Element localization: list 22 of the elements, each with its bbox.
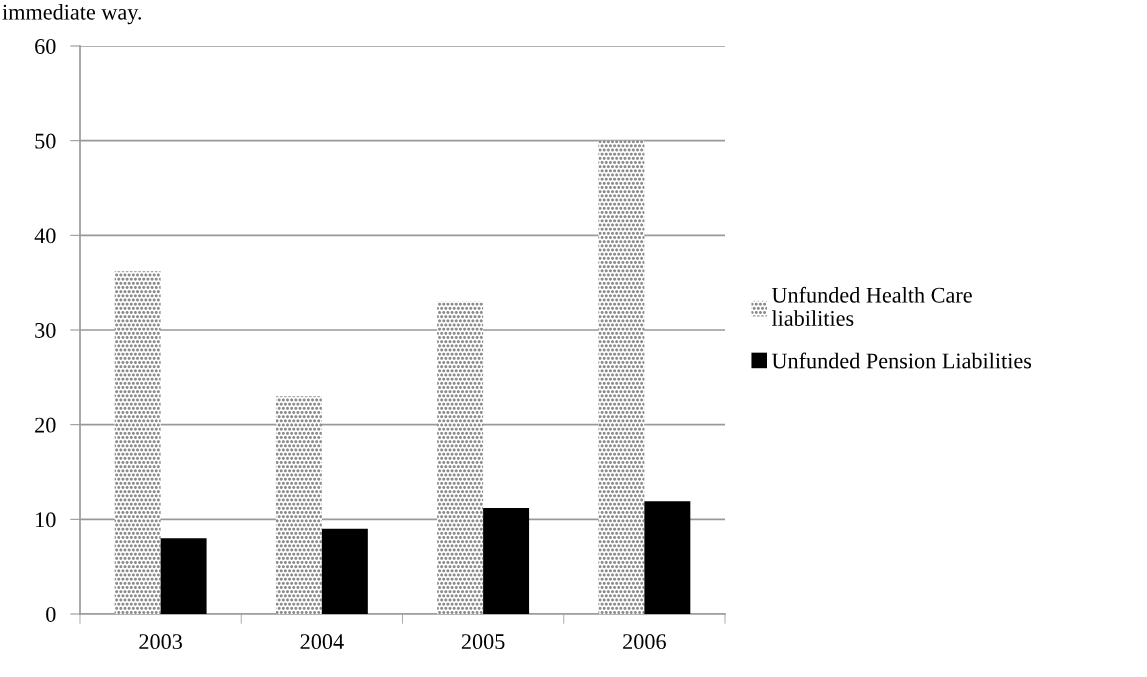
bar [437, 301, 484, 614]
y-tick-label: 40 [34, 228, 56, 244]
x-tick-label: 2003 [139, 634, 182, 650]
bar [644, 501, 691, 614]
bar [160, 538, 207, 614]
bar [275, 396, 322, 614]
bar [483, 507, 530, 614]
bar [321, 528, 368, 614]
y-tick-label: 10 [36, 512, 56, 528]
y-tick-label: 60 [35, 38, 56, 54]
x-tick-label: 2006 [623, 634, 666, 650]
text: immediate way. [2, 4, 142, 25]
bar [598, 140, 645, 614]
x-tick-label: 2004 [300, 634, 344, 650]
y-tick-label: 20 [35, 417, 56, 433]
y-tick-label: 0 [46, 606, 56, 622]
x-tick-label: 2005 [461, 634, 505, 650]
y-tick-label: 50 [35, 133, 56, 149]
bar [114, 271, 161, 614]
legend-label: Unfunded Health Care liabilities [771, 286, 972, 326]
y-tick-label: 30 [35, 322, 56, 338]
legend-label: Unfunded Pension Liabilities [771, 352, 1032, 369]
